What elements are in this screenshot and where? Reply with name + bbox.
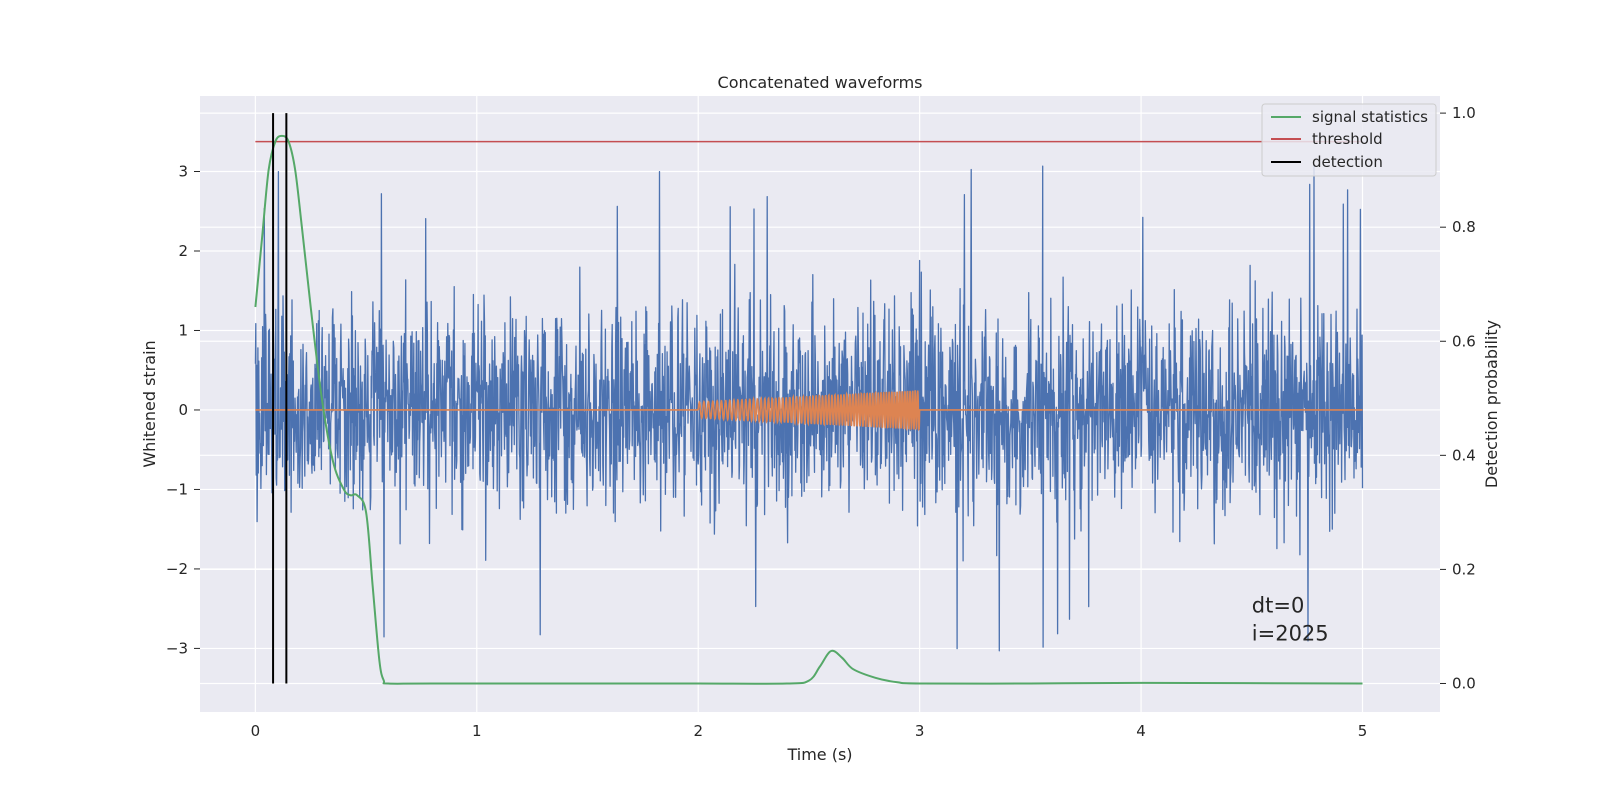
y-tick-label: −2 bbox=[166, 560, 188, 578]
legend: signal statistics threshold detection bbox=[1261, 103, 1437, 177]
chart-title: Concatenated waveforms bbox=[718, 73, 923, 92]
series-whitened-strain bbox=[254, 164, 1364, 652]
series-signal-statistics bbox=[254, 134, 1363, 685]
y-axis-label-right: Detection probability bbox=[1482, 320, 1501, 488]
x-tick-label: 5 bbox=[1358, 722, 1368, 740]
legend-label-threshold: threshold bbox=[1312, 130, 1383, 148]
legend-label-signal-statistics: signal statistics bbox=[1312, 108, 1428, 126]
y-tick-label: −3 bbox=[166, 639, 188, 657]
y-tick-label-right: 0.8 bbox=[1452, 218, 1476, 236]
x-ticks: 0 1 2 3 4 5 bbox=[251, 722, 1368, 740]
y-axis-label: Whitened strain bbox=[140, 340, 159, 467]
annotation: dt=0 i=2025 bbox=[1252, 594, 1329, 646]
y-ticks-right: 0.0 0.2 0.4 0.6 0.8 1.0 bbox=[1440, 104, 1476, 692]
x-tick-label: 2 bbox=[693, 722, 703, 740]
y-tick-label: 0 bbox=[178, 401, 188, 419]
y-tick-label: −1 bbox=[166, 480, 188, 498]
y-tick-label-right: 0.0 bbox=[1452, 674, 1476, 692]
x-axis-label: Time (s) bbox=[786, 745, 852, 764]
y-ticks: −3 −2 −1 0 1 2 3 bbox=[166, 163, 200, 657]
x-tick-label: 4 bbox=[1136, 722, 1146, 740]
x-tick-label: 0 bbox=[251, 722, 261, 740]
series-injected-chirp bbox=[255, 390, 1363, 432]
x-tick-label: 1 bbox=[472, 722, 482, 740]
y-tick-label-right: 0.4 bbox=[1452, 446, 1476, 464]
y-tick-label-right: 1.0 bbox=[1452, 104, 1476, 122]
series-layer bbox=[254, 113, 1364, 685]
y-tick-label-right: 0.2 bbox=[1452, 560, 1476, 578]
x-tick-label: 3 bbox=[915, 722, 925, 740]
legend-label-detection: detection bbox=[1312, 153, 1383, 171]
annotation-line-i: i=2025 bbox=[1252, 622, 1329, 646]
y-tick-label-right: 0.6 bbox=[1452, 332, 1476, 350]
legend-box bbox=[1261, 103, 1437, 177]
y-tick-label: 1 bbox=[178, 321, 188, 339]
y-tick-label: 2 bbox=[178, 242, 188, 260]
annotation-line-dt: dt=0 bbox=[1252, 594, 1305, 618]
y-tick-label: 3 bbox=[178, 163, 188, 181]
